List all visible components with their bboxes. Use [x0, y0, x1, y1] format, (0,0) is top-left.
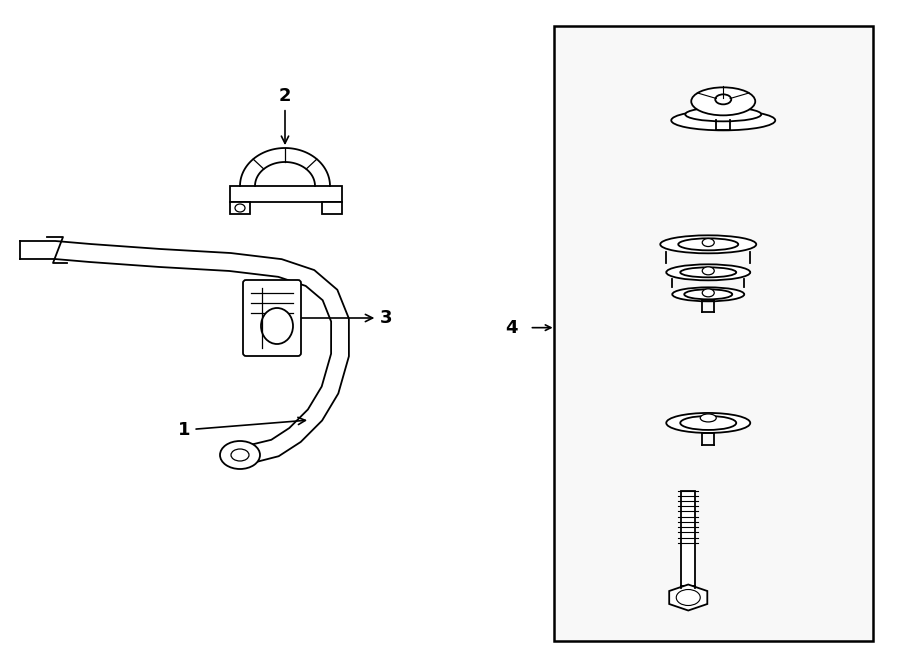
Ellipse shape	[671, 110, 775, 130]
Polygon shape	[240, 148, 330, 186]
Ellipse shape	[661, 235, 756, 253]
Bar	[322, 202, 342, 214]
Ellipse shape	[702, 289, 715, 297]
Ellipse shape	[679, 239, 738, 251]
Ellipse shape	[680, 267, 736, 278]
Bar	[230, 202, 250, 214]
Text: 1: 1	[178, 417, 305, 439]
Ellipse shape	[235, 204, 245, 212]
Bar	[554, 26, 873, 641]
Ellipse shape	[691, 87, 755, 116]
Ellipse shape	[676, 590, 700, 605]
Ellipse shape	[680, 416, 736, 430]
Polygon shape	[670, 584, 707, 611]
Ellipse shape	[666, 264, 751, 280]
Ellipse shape	[666, 413, 751, 433]
Ellipse shape	[231, 449, 249, 461]
Text: 4: 4	[505, 319, 518, 336]
Ellipse shape	[261, 308, 293, 344]
Bar	[681, 490, 695, 586]
Ellipse shape	[672, 288, 744, 301]
Ellipse shape	[716, 95, 731, 104]
Bar	[230, 186, 342, 202]
FancyBboxPatch shape	[243, 280, 301, 356]
Ellipse shape	[702, 239, 715, 247]
Ellipse shape	[684, 290, 733, 299]
Polygon shape	[20, 241, 349, 464]
Ellipse shape	[685, 107, 761, 122]
Ellipse shape	[700, 414, 716, 422]
Text: 3: 3	[302, 309, 392, 327]
Ellipse shape	[220, 441, 260, 469]
Ellipse shape	[702, 267, 715, 275]
Text: 2: 2	[279, 87, 292, 143]
